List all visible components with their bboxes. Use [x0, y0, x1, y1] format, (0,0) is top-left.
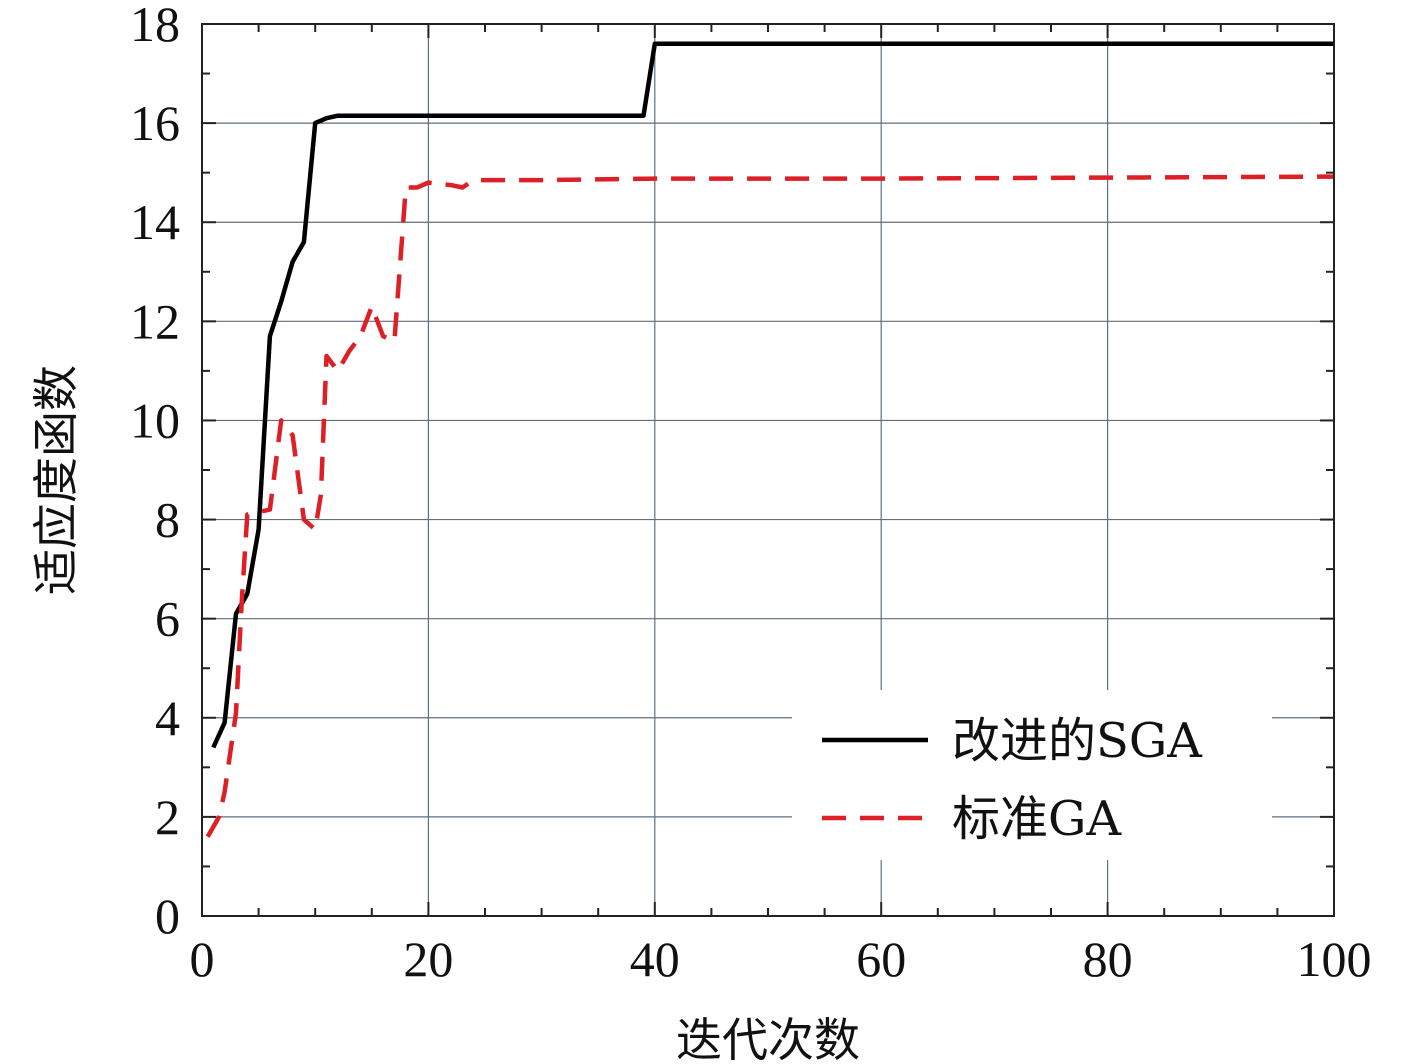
x-tick-label: 60: [856, 931, 906, 987]
legend-label-standard-ga: 标准GA: [952, 791, 1122, 847]
y-tick-label: 0: [155, 888, 180, 944]
series-line-improved-sga: [211, 41, 1334, 749]
x-tick-label: 20: [403, 931, 453, 987]
x-tick-labels: 0 20 40 60 80 100: [190, 931, 1372, 987]
x-tick-label: 40: [630, 931, 680, 987]
x-tick-label: 80: [1083, 931, 1133, 987]
y-axis-title: 适应度函数: [29, 365, 83, 595]
y-tick-label: 18: [130, 0, 180, 52]
y-tick-label: 4: [155, 690, 180, 746]
series-layer: [205, 41, 1335, 838]
legend-background: [792, 690, 1272, 860]
legend-label-improved-sga: 改进的SGA: [952, 713, 1203, 769]
legend: 改进的SGA 标准GA: [792, 690, 1272, 860]
y-tick-label: 8: [155, 492, 180, 548]
axis-ticks: [201, 23, 1335, 917]
x-axis-title: 迭代次数: [676, 1013, 860, 1064]
y-tick-label: 16: [130, 95, 180, 151]
y-tick-label: 14: [130, 194, 180, 250]
y-tick-label: 2: [155, 789, 180, 845]
y-tick-label: 10: [130, 392, 180, 448]
series-line-standard-ga: [205, 174, 1335, 838]
y-tick-labels: 0 2 4 6 8 10 12 14 16 18: [130, 0, 180, 944]
x-tick-label: 100: [1297, 931, 1372, 987]
y-tick-label: 6: [155, 591, 180, 647]
y-tick-label: 12: [130, 293, 180, 349]
x-tick-label: 0: [190, 931, 215, 987]
